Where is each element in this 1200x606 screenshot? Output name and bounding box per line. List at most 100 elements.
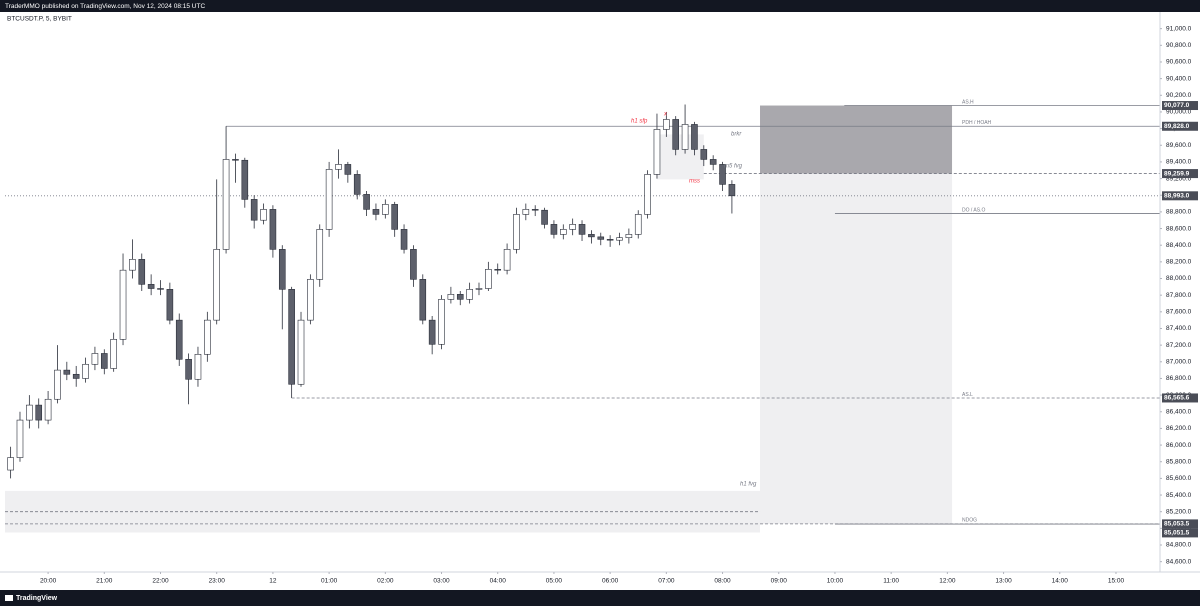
candle-body: [485, 269, 492, 289]
candle-body: [410, 249, 417, 280]
x-tick-label: 09:00: [771, 578, 788, 585]
candle-body: [522, 209, 530, 215]
y-tick-label: 86,800.0: [1166, 375, 1192, 382]
candle-body: [597, 236, 605, 240]
candle-body: [278, 249, 286, 290]
y-tick-label: 87,800.0: [1166, 292, 1192, 299]
candle-body: [428, 319, 436, 345]
y-tick-label: 85,600.0: [1166, 475, 1192, 482]
candle-body: [653, 129, 661, 175]
y-tick-label: 87,600.0: [1166, 309, 1192, 316]
candle-body: [719, 164, 726, 185]
price-badge-label: 88,993.0: [1164, 193, 1190, 200]
price-badge: [1162, 528, 1198, 538]
y-tick-label: 90,200.0: [1166, 92, 1192, 99]
candle-body: [82, 363, 89, 379]
candle-body: [569, 224, 576, 230]
candle-body: [634, 214, 642, 235]
x-tick-label: 14:00: [1052, 578, 1069, 585]
candle-body: [91, 353, 99, 365]
x-tick-label: 12: [269, 578, 277, 585]
y-tick-label: 88,800.0: [1166, 209, 1192, 216]
candle-body: [363, 194, 370, 210]
x-tick-label: 03:00: [433, 578, 450, 585]
candle-body: [316, 229, 324, 280]
y-tick-label: 86,000.0: [1166, 442, 1192, 449]
candle-body: [541, 209, 548, 225]
level-label: DO / AS.O: [962, 207, 985, 213]
price-badge-label: 85,051.5: [1164, 530, 1190, 537]
y-tick-label: 88,600.0: [1166, 225, 1192, 232]
level-label: PDH / HOAH: [962, 120, 992, 126]
candle-body: [44, 398, 52, 421]
candle-body: [335, 164, 342, 170]
y-tick-label: 90,800.0: [1166, 42, 1192, 49]
candle-body: [194, 353, 202, 380]
x-tick-label: 21:00: [96, 578, 113, 585]
x-tick-label: 15:00: [1108, 578, 1125, 585]
annotation: brkr: [731, 132, 742, 138]
plot-area: AS.H PDH / HOAH DO / AS.O AS.L NDOG h1 sfp x br…: [5, 99, 1160, 533]
candle-body: [213, 249, 221, 321]
candle-body: [288, 289, 295, 385]
candle-body: [110, 339, 117, 369]
footer-logo: [5, 595, 13, 601]
candle-body: [26, 404, 33, 421]
candle-body: [138, 259, 146, 285]
x-tick-label: 22:00: [152, 578, 169, 585]
candle-body: [700, 149, 708, 160]
symbol-title: BTCUSDT.P, 5, BYBIT: [7, 16, 72, 23]
candle-body: [269, 209, 277, 250]
candle-body: [550, 224, 558, 235]
y-tick-label: 84,800.0: [1166, 542, 1192, 549]
candle-body: [372, 209, 380, 215]
candle-body: [513, 214, 520, 250]
header-bar: [0, 0, 1200, 12]
candle-body: [419, 279, 427, 321]
x-tick-label: 11:00: [883, 578, 899, 585]
y-tick-label: 89,400.0: [1166, 159, 1192, 166]
y-tick-label: 88,200.0: [1166, 259, 1192, 266]
y-tick-label: 91,000.0: [1166, 25, 1192, 32]
candle-body: [456, 294, 464, 300]
y-tick-label: 85,200.0: [1166, 508, 1192, 515]
y-tick-label: 86,400.0: [1166, 408, 1192, 415]
y-tick-label: 89,600.0: [1166, 142, 1192, 149]
candle-body: [166, 289, 174, 321]
candle-body: [494, 269, 502, 271]
candle-body: [438, 299, 445, 345]
y-tick-label: 90,400.0: [1166, 75, 1192, 82]
candle-body: [175, 319, 183, 360]
candle-body: [353, 174, 361, 195]
price-badge-label: 86,565.6: [1164, 395, 1190, 402]
x-tick-label: 10:00: [827, 578, 844, 585]
candle-body: [475, 288, 483, 290]
candle-body: [344, 164, 352, 175]
y-tick-label: 88,000.0: [1166, 275, 1192, 282]
candle-body: [119, 269, 127, 340]
candle-body: [447, 294, 455, 300]
candle-body: [185, 358, 192, 380]
y-tick-label: 88,400.0: [1166, 242, 1192, 249]
candle-body: [260, 209, 267, 221]
y-tick-label: 87,000.0: [1166, 359, 1192, 366]
zone: [760, 105, 953, 174]
candle-body: [204, 319, 211, 355]
y-tick-label: 89,200.0: [1166, 175, 1192, 182]
candle-body: [129, 259, 136, 271]
candle-body: [672, 119, 680, 150]
price-badge: [1162, 121, 1198, 131]
candle-body: [157, 288, 164, 290]
candle-body: [297, 319, 305, 385]
candle-body: [147, 284, 155, 289]
candle-body: [663, 119, 670, 130]
candle-body: [241, 159, 249, 200]
x-tick-label: 01:00: [321, 578, 338, 585]
y-tick-label: 87,200.0: [1166, 342, 1192, 349]
zone: [760, 173, 953, 524]
y-tick-label: 90,600.0: [1166, 59, 1192, 66]
candle-body: [35, 404, 43, 421]
footer-logo-text: TradingView: [16, 595, 58, 602]
annotation: h1 fvg: [740, 482, 757, 488]
